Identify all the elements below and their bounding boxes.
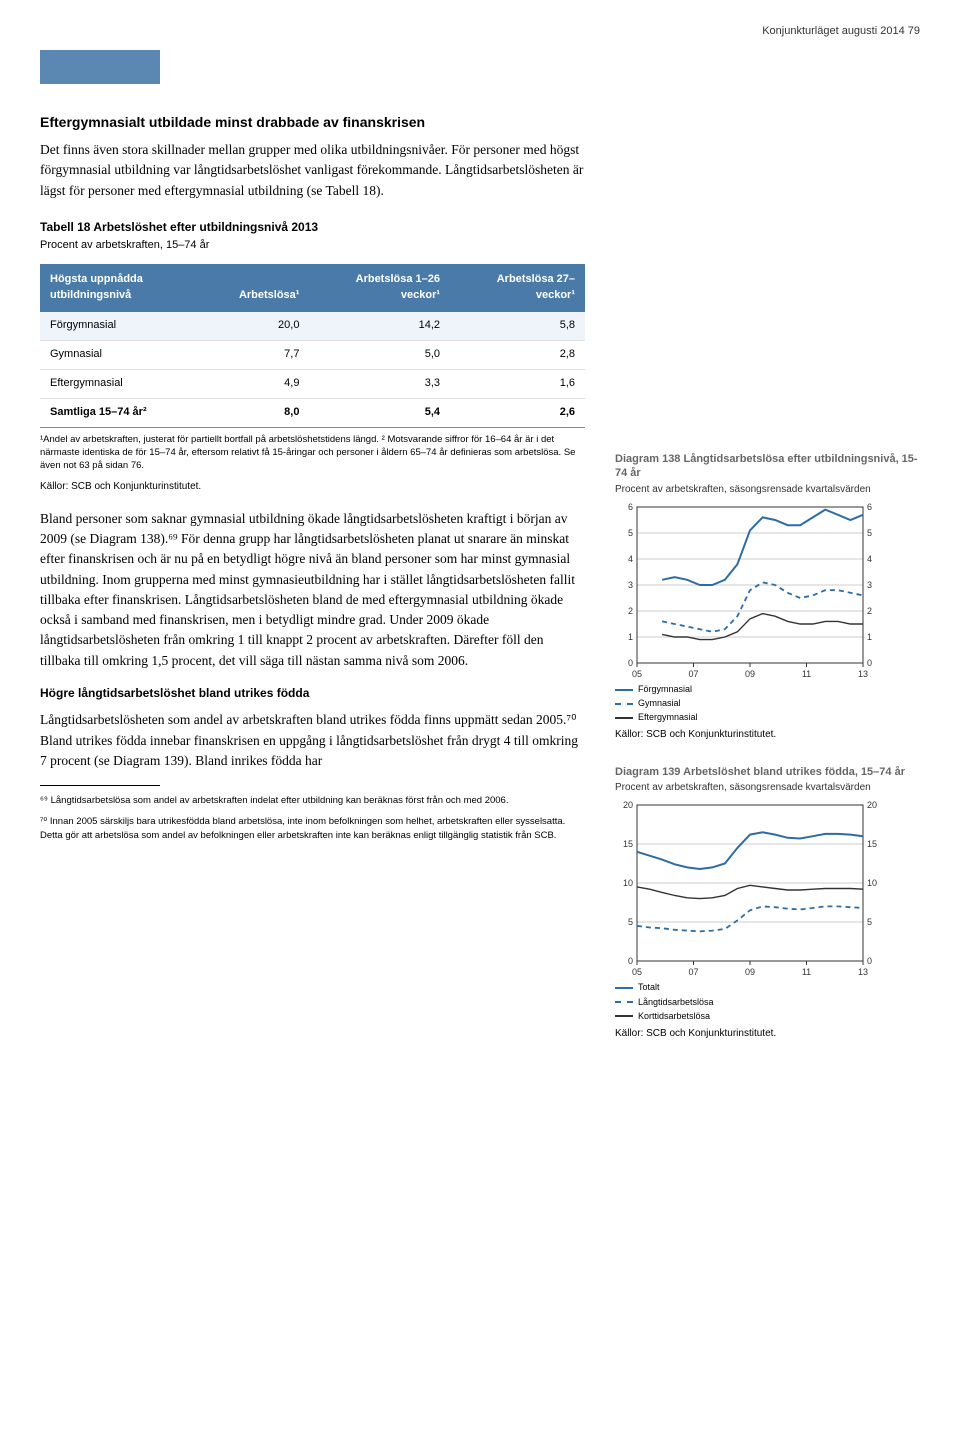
svg-text:10: 10 bbox=[623, 878, 633, 888]
legend-swatch bbox=[615, 703, 633, 705]
running-head: Konjunkturläget augusti 2014 79 bbox=[40, 24, 920, 40]
endnote-69: ⁶⁹ Långtidsarbetslösa som andel av arbet… bbox=[40, 794, 585, 807]
paragraph-1: Det finns även stora skillnader mellan g… bbox=[40, 140, 585, 201]
paragraph-3: Långtidsarbetslösheten som andel av arbe… bbox=[40, 710, 585, 771]
svg-text:0: 0 bbox=[867, 658, 872, 668]
th-col1: Arbetslösa¹ bbox=[229, 264, 310, 312]
svg-text:13: 13 bbox=[858, 669, 868, 679]
chart139-subtitle: Procent av arbetskraften, säsongsrensade… bbox=[615, 781, 920, 796]
side-column: Diagram 138 Långtidsarbetslösa efter utb… bbox=[615, 112, 920, 1063]
legend-label: Totalt bbox=[638, 981, 660, 994]
table18-source: Källor: SCB och Konjunkturinstitutet. bbox=[40, 480, 585, 495]
legend-swatch bbox=[615, 1001, 633, 1003]
legend-item: Gymnasial bbox=[615, 697, 920, 710]
svg-text:0: 0 bbox=[867, 956, 872, 966]
main-column: Eftergymnasialt utbildade minst drabbade… bbox=[40, 112, 585, 1063]
svg-text:07: 07 bbox=[688, 967, 698, 977]
chart138-source: Källor: SCB och Konjunkturinstitutet. bbox=[615, 728, 920, 743]
chart139-legend: Totalt LångtidsarbetslösaKorttidsarbetslö… bbox=[615, 981, 920, 1022]
legend-label: Gymnasial bbox=[638, 697, 681, 710]
th-col3: Arbetslösa 27– veckor¹ bbox=[450, 264, 585, 312]
endnote-70: ⁷⁰ Innan 2005 särskiljs bara utrikesfödd… bbox=[40, 815, 585, 842]
legend-item: Korttidsarbetslösa bbox=[615, 1010, 920, 1023]
legend-swatch bbox=[615, 717, 633, 719]
legend-swatch bbox=[615, 689, 633, 691]
svg-text:6: 6 bbox=[867, 502, 872, 512]
table18-title: Tabell 18 Arbetslöshet efter utbildnings… bbox=[40, 219, 585, 236]
chart138-subtitle: Procent av arbetskraften, säsongsrensade… bbox=[615, 483, 920, 498]
svg-text:1: 1 bbox=[867, 632, 872, 642]
svg-text:4: 4 bbox=[867, 554, 872, 564]
table-row: Förgymnasial20,014,25,8 bbox=[40, 312, 585, 340]
chart-139: Diagram 139 Arbetslöshet bland utrikes f… bbox=[615, 765, 920, 1041]
footnote-rule bbox=[40, 785, 160, 786]
svg-text:15: 15 bbox=[623, 839, 633, 849]
legend-label: Förgymnasial bbox=[638, 683, 692, 696]
legend-swatch bbox=[615, 987, 633, 989]
paragraph-2: Bland personer som saknar gymnasial utbi… bbox=[40, 509, 585, 671]
subhead-2: Högre långtidsarbetslöshet bland utrikes… bbox=[40, 685, 585, 702]
table-row: Gymnasial7,75,02,8 bbox=[40, 341, 585, 370]
decorative-block bbox=[40, 50, 160, 84]
table18: Högsta uppnådda utbildningsnivå Arbetslö… bbox=[40, 264, 585, 428]
svg-text:20: 20 bbox=[623, 800, 633, 810]
svg-text:1: 1 bbox=[628, 632, 633, 642]
chart-138: Diagram 138 Långtidsarbetslösa efter utb… bbox=[615, 452, 920, 743]
th-col0: Högsta uppnådda utbildningsnivå bbox=[40, 264, 229, 312]
th-col2: Arbetslösa 1–26 veckor¹ bbox=[309, 264, 450, 312]
svg-text:5: 5 bbox=[628, 528, 633, 538]
svg-text:15: 15 bbox=[867, 839, 877, 849]
legend-swatch bbox=[615, 1015, 633, 1017]
svg-text:2: 2 bbox=[628, 606, 633, 616]
table18-footnote: ¹Andel av arbetskraften, justerat för pa… bbox=[40, 434, 585, 472]
table18-subtitle: Procent av arbetskraften, 15–74 år bbox=[40, 238, 585, 254]
section-title: Eftergymnasialt utbildade minst drabbade… bbox=[40, 112, 585, 132]
legend-item: Eftergymnasial bbox=[615, 711, 920, 724]
svg-text:3: 3 bbox=[628, 580, 633, 590]
legend-item: Totalt bbox=[615, 981, 920, 994]
svg-text:13: 13 bbox=[858, 967, 868, 977]
svg-text:07: 07 bbox=[688, 669, 698, 679]
chart138-canvas: 001122334455660507091113 bbox=[615, 501, 885, 681]
svg-text:11: 11 bbox=[802, 669, 811, 679]
svg-text:5: 5 bbox=[867, 917, 872, 927]
legend-label: Eftergymnasial bbox=[638, 711, 698, 724]
legend-label: Korttidsarbetslösa bbox=[638, 1010, 710, 1023]
table-row: Eftergymnasial4,93,31,6 bbox=[40, 370, 585, 399]
chart138-legend: FörgymnasialGymnasialEftergymnasial bbox=[615, 683, 920, 724]
svg-text:05: 05 bbox=[632, 669, 642, 679]
svg-text:09: 09 bbox=[745, 967, 755, 977]
svg-text:20: 20 bbox=[867, 800, 877, 810]
svg-text:10: 10 bbox=[867, 878, 877, 888]
chart138-title: Diagram 138 Långtidsarbetslösa efter utb… bbox=[615, 452, 920, 481]
svg-text:0: 0 bbox=[628, 658, 633, 668]
table-row-total: Samtliga 15–74 år²8,05,42,6 bbox=[40, 399, 585, 428]
svg-text:11: 11 bbox=[802, 967, 811, 977]
svg-text:09: 09 bbox=[745, 669, 755, 679]
chart139-source: Källor: SCB och Konjunkturinstitutet. bbox=[615, 1027, 920, 1042]
svg-text:4: 4 bbox=[628, 554, 633, 564]
svg-text:3: 3 bbox=[867, 580, 872, 590]
svg-text:05: 05 bbox=[632, 967, 642, 977]
svg-text:5: 5 bbox=[628, 917, 633, 927]
chart139-canvas: 00551010151520200507091113 bbox=[615, 799, 885, 979]
svg-text:5: 5 bbox=[867, 528, 872, 538]
chart139-title: Diagram 139 Arbetslöshet bland utrikes f… bbox=[615, 765, 920, 779]
svg-text:6: 6 bbox=[628, 502, 633, 512]
legend-label: Långtidsarbetslösa bbox=[638, 996, 714, 1009]
legend-item: Förgymnasial bbox=[615, 683, 920, 696]
svg-text:0: 0 bbox=[628, 956, 633, 966]
legend-item: Långtidsarbetslösa bbox=[615, 996, 920, 1009]
svg-text:2: 2 bbox=[867, 606, 872, 616]
